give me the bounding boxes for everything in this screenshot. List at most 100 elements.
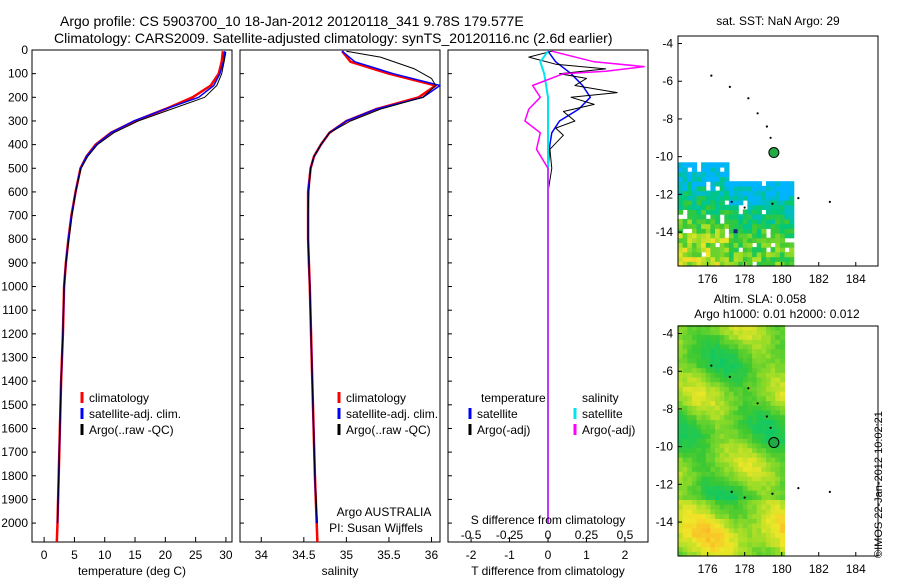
sla-cell (761, 546, 767, 552)
sla-cell (770, 480, 776, 486)
sla-cell (719, 348, 725, 354)
sst-cell (701, 171, 707, 177)
sla-cell (705, 508, 711, 515)
sst-cell (682, 195, 688, 201)
sla-cell (687, 339, 693, 345)
sst-cell (687, 247, 693, 253)
sla-cell (761, 386, 767, 392)
sla-cell (691, 461, 698, 467)
temperature-xtick-label: 5 (71, 548, 78, 562)
sst-cell (710, 218, 716, 225)
sst-cell (696, 251, 702, 258)
sst-cell (752, 256, 758, 262)
sla-cell (687, 376, 693, 383)
sla-cell (705, 325, 711, 331)
sla-cell (752, 348, 758, 354)
depth-tick-label: 2000 (1, 516, 28, 530)
sla-cell (742, 480, 748, 486)
sla-cell (701, 438, 707, 444)
sla-cell (766, 508, 772, 515)
sst-cell (687, 195, 693, 201)
sla-cell (761, 395, 767, 402)
depth-tick-label: 1500 (1, 398, 28, 412)
sst-cell (733, 200, 739, 206)
sla-cell (678, 381, 684, 387)
sst-cell (719, 223, 725, 229)
sst-cell (775, 214, 781, 220)
figure-title-line2: Climatology: CARS2009. Satellite-adjuste… (54, 30, 613, 46)
sla-cell (756, 381, 762, 387)
sla-cell (715, 395, 721, 402)
sla-cell (747, 447, 753, 453)
sla-cell (728, 343, 735, 350)
sst-cell (715, 223, 721, 229)
sla-cell (742, 490, 748, 496)
sla-cell (738, 424, 744, 430)
sst-cell (728, 237, 735, 243)
sst-cell (756, 251, 762, 258)
sla-cell (733, 400, 739, 406)
track-mark (743, 206, 746, 209)
sla-cell (715, 424, 721, 430)
track-mark (828, 200, 831, 204)
sla-cell (733, 532, 739, 538)
sla-cell (752, 452, 758, 458)
sla-cell (696, 532, 702, 538)
sst-cell (752, 237, 758, 243)
sla-cell (733, 405, 739, 411)
sst-cell (719, 228, 725, 234)
sla-cell (756, 367, 762, 373)
sla-cell (756, 475, 762, 482)
sla-cell (742, 325, 748, 331)
sla-cell (701, 325, 707, 331)
sla-cell (756, 499, 762, 505)
sla-cell (733, 471, 739, 477)
sla-cell (682, 353, 688, 359)
sla-cell (738, 452, 744, 458)
sla-cell (719, 513, 725, 519)
sla-cell (756, 551, 762, 557)
sla-cell (738, 532, 744, 538)
sla-cell (761, 405, 767, 411)
sst-cell (756, 261, 762, 267)
sst-cell (691, 251, 698, 258)
sla-cell (766, 339, 772, 345)
sla-cell (678, 513, 684, 519)
sst-cell (752, 223, 758, 229)
sla-cell (687, 442, 693, 449)
sla-cell (775, 343, 781, 350)
sla-cell (747, 433, 753, 439)
sla-cell (724, 343, 730, 350)
sla-cell (724, 546, 730, 552)
sla-cell (719, 537, 725, 543)
sst-cell (719, 181, 725, 187)
sla-cell (705, 523, 711, 529)
sst-cell (761, 185, 767, 192)
sst-cell (742, 242, 748, 248)
sst-cell (752, 209, 758, 215)
sst-cell (710, 185, 716, 192)
sla-cell (687, 499, 693, 505)
sst-cell (687, 233, 693, 239)
sla-cell (696, 400, 702, 406)
sla-cell (719, 381, 725, 387)
sla-cell (719, 523, 725, 529)
sla-cell (742, 452, 748, 458)
sla-cell (738, 428, 744, 434)
sst-cell (775, 228, 781, 234)
sla-map-xtick-label: 180 (772, 562, 792, 576)
sla-cell (719, 414, 725, 420)
sla-cell (761, 348, 767, 354)
sla-cell (742, 376, 748, 383)
sla-cell (687, 409, 693, 416)
sla-cell (715, 358, 721, 364)
sla-cell (696, 466, 702, 472)
sst-cell (687, 190, 693, 196)
sla-cell (687, 457, 693, 463)
sst-cell (719, 176, 725, 182)
sst-cell (779, 190, 786, 196)
sla-cell (756, 461, 762, 467)
sla-cell (705, 485, 711, 491)
sla-cell (710, 348, 716, 354)
sst-cell (738, 233, 744, 239)
